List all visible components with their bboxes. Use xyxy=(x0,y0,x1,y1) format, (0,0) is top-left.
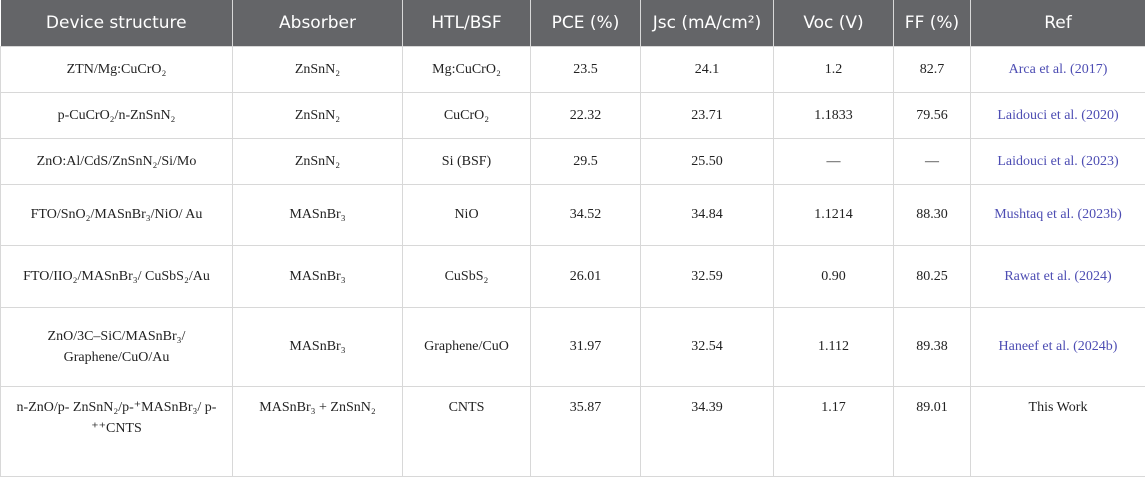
table-cell: 23.5 xyxy=(531,46,641,92)
reference-link[interactable]: Arca et al. (2017) xyxy=(971,46,1145,92)
reference-link[interactable]: Laidouci et al. (2023) xyxy=(971,138,1145,184)
table-cell: ZnSnN₂ xyxy=(233,92,403,138)
table-cell: MASnBr₃ xyxy=(233,184,403,245)
table-cell: Mg:CuCrO₂ xyxy=(403,46,531,92)
table-cell: 0.90 xyxy=(774,245,894,307)
table-cell: CuSbS₂ xyxy=(403,245,531,307)
table-cell: ZnO:Al/CdS/ZnSnN₂/Si/Mo xyxy=(1,138,233,184)
table-cell: 79.56 xyxy=(894,92,971,138)
table-cell: 35.87 xyxy=(531,386,641,476)
table-cell: MASnBr₃ xyxy=(233,307,403,386)
table-cell: MASnBr₃ xyxy=(233,245,403,307)
table-cell: This Work xyxy=(971,386,1145,476)
column-header: Absorber xyxy=(233,0,403,46)
table-cell: 22.32 xyxy=(531,92,641,138)
table-cell: 34.84 xyxy=(641,184,774,245)
table-cell: n-ZnO/p- ZnSnN₂/p-⁺MASnBr₃/ p-⁺⁺CNTS xyxy=(1,386,233,476)
table-cell: 1.112 xyxy=(774,307,894,386)
table-cell: 80.25 xyxy=(894,245,971,307)
table-cell: 1.17 xyxy=(774,386,894,476)
column-header: Device structure xyxy=(1,0,233,46)
column-header: PCE (%) xyxy=(531,0,641,46)
column-header: Jsc (mA/cm²) xyxy=(641,0,774,46)
column-header: Voc (V) xyxy=(774,0,894,46)
table-cell: 34.39 xyxy=(641,386,774,476)
table-cell: 24.1 xyxy=(641,46,774,92)
table-cell: 88.30 xyxy=(894,184,971,245)
table-cell: 1.1833 xyxy=(774,92,894,138)
table-cell: 23.71 xyxy=(641,92,774,138)
column-header: Ref xyxy=(971,0,1145,46)
table-cell: Si (BSF) xyxy=(403,138,531,184)
table-cell: 25.50 xyxy=(641,138,774,184)
table-cell: 89.38 xyxy=(894,307,971,386)
table-cell: p-CuCrO₂/n-ZnSnN₂ xyxy=(1,92,233,138)
reference-link[interactable]: Rawat et al. (2024) xyxy=(971,245,1145,307)
table-cell: ZnO/3C–SiC/MASnBr₃/ Graphene/CuO/Au xyxy=(1,307,233,386)
table-cell: FTO/SnO₂/MASnBr₃/NiO/ Au xyxy=(1,184,233,245)
table-cell: 26.01 xyxy=(531,245,641,307)
table-cell: MASnBr₃ + ZnSnN₂ xyxy=(233,386,403,476)
table-cell: — xyxy=(894,138,971,184)
table-cell: 32.59 xyxy=(641,245,774,307)
reference-link[interactable]: Laidouci et al. (2020) xyxy=(971,92,1145,138)
table-cell: 31.97 xyxy=(531,307,641,386)
table-cell: 29.5 xyxy=(531,138,641,184)
column-header: FF (%) xyxy=(894,0,971,46)
table-cell: 32.54 xyxy=(641,307,774,386)
table-cell: 1.2 xyxy=(774,46,894,92)
table-cell: 82.7 xyxy=(894,46,971,92)
column-header: HTL/BSF xyxy=(403,0,531,46)
reference-link[interactable]: Mushtaq et al. (2023b) xyxy=(971,184,1145,245)
table-cell: 1.1214 xyxy=(774,184,894,245)
table-cell: Graphene/CuO xyxy=(403,307,531,386)
table-cell: — xyxy=(774,138,894,184)
table-cell: CNTS xyxy=(403,386,531,476)
table-cell: 34.52 xyxy=(531,184,641,245)
table-cell: ZnSnN₂ xyxy=(233,46,403,92)
table-cell: CuCrO₂ xyxy=(403,92,531,138)
table-cell: FTO/IIO₂/MASnBr₃/ CuSbS₂/Au xyxy=(1,245,233,307)
table-cell: ZnSnN₂ xyxy=(233,138,403,184)
table-cell: NiO xyxy=(403,184,531,245)
table-cell: ZTN/Mg:CuCrO₂ xyxy=(1,46,233,92)
reference-link[interactable]: Haneef et al. (2024b) xyxy=(971,307,1145,386)
table-cell: 89.01 xyxy=(894,386,971,476)
